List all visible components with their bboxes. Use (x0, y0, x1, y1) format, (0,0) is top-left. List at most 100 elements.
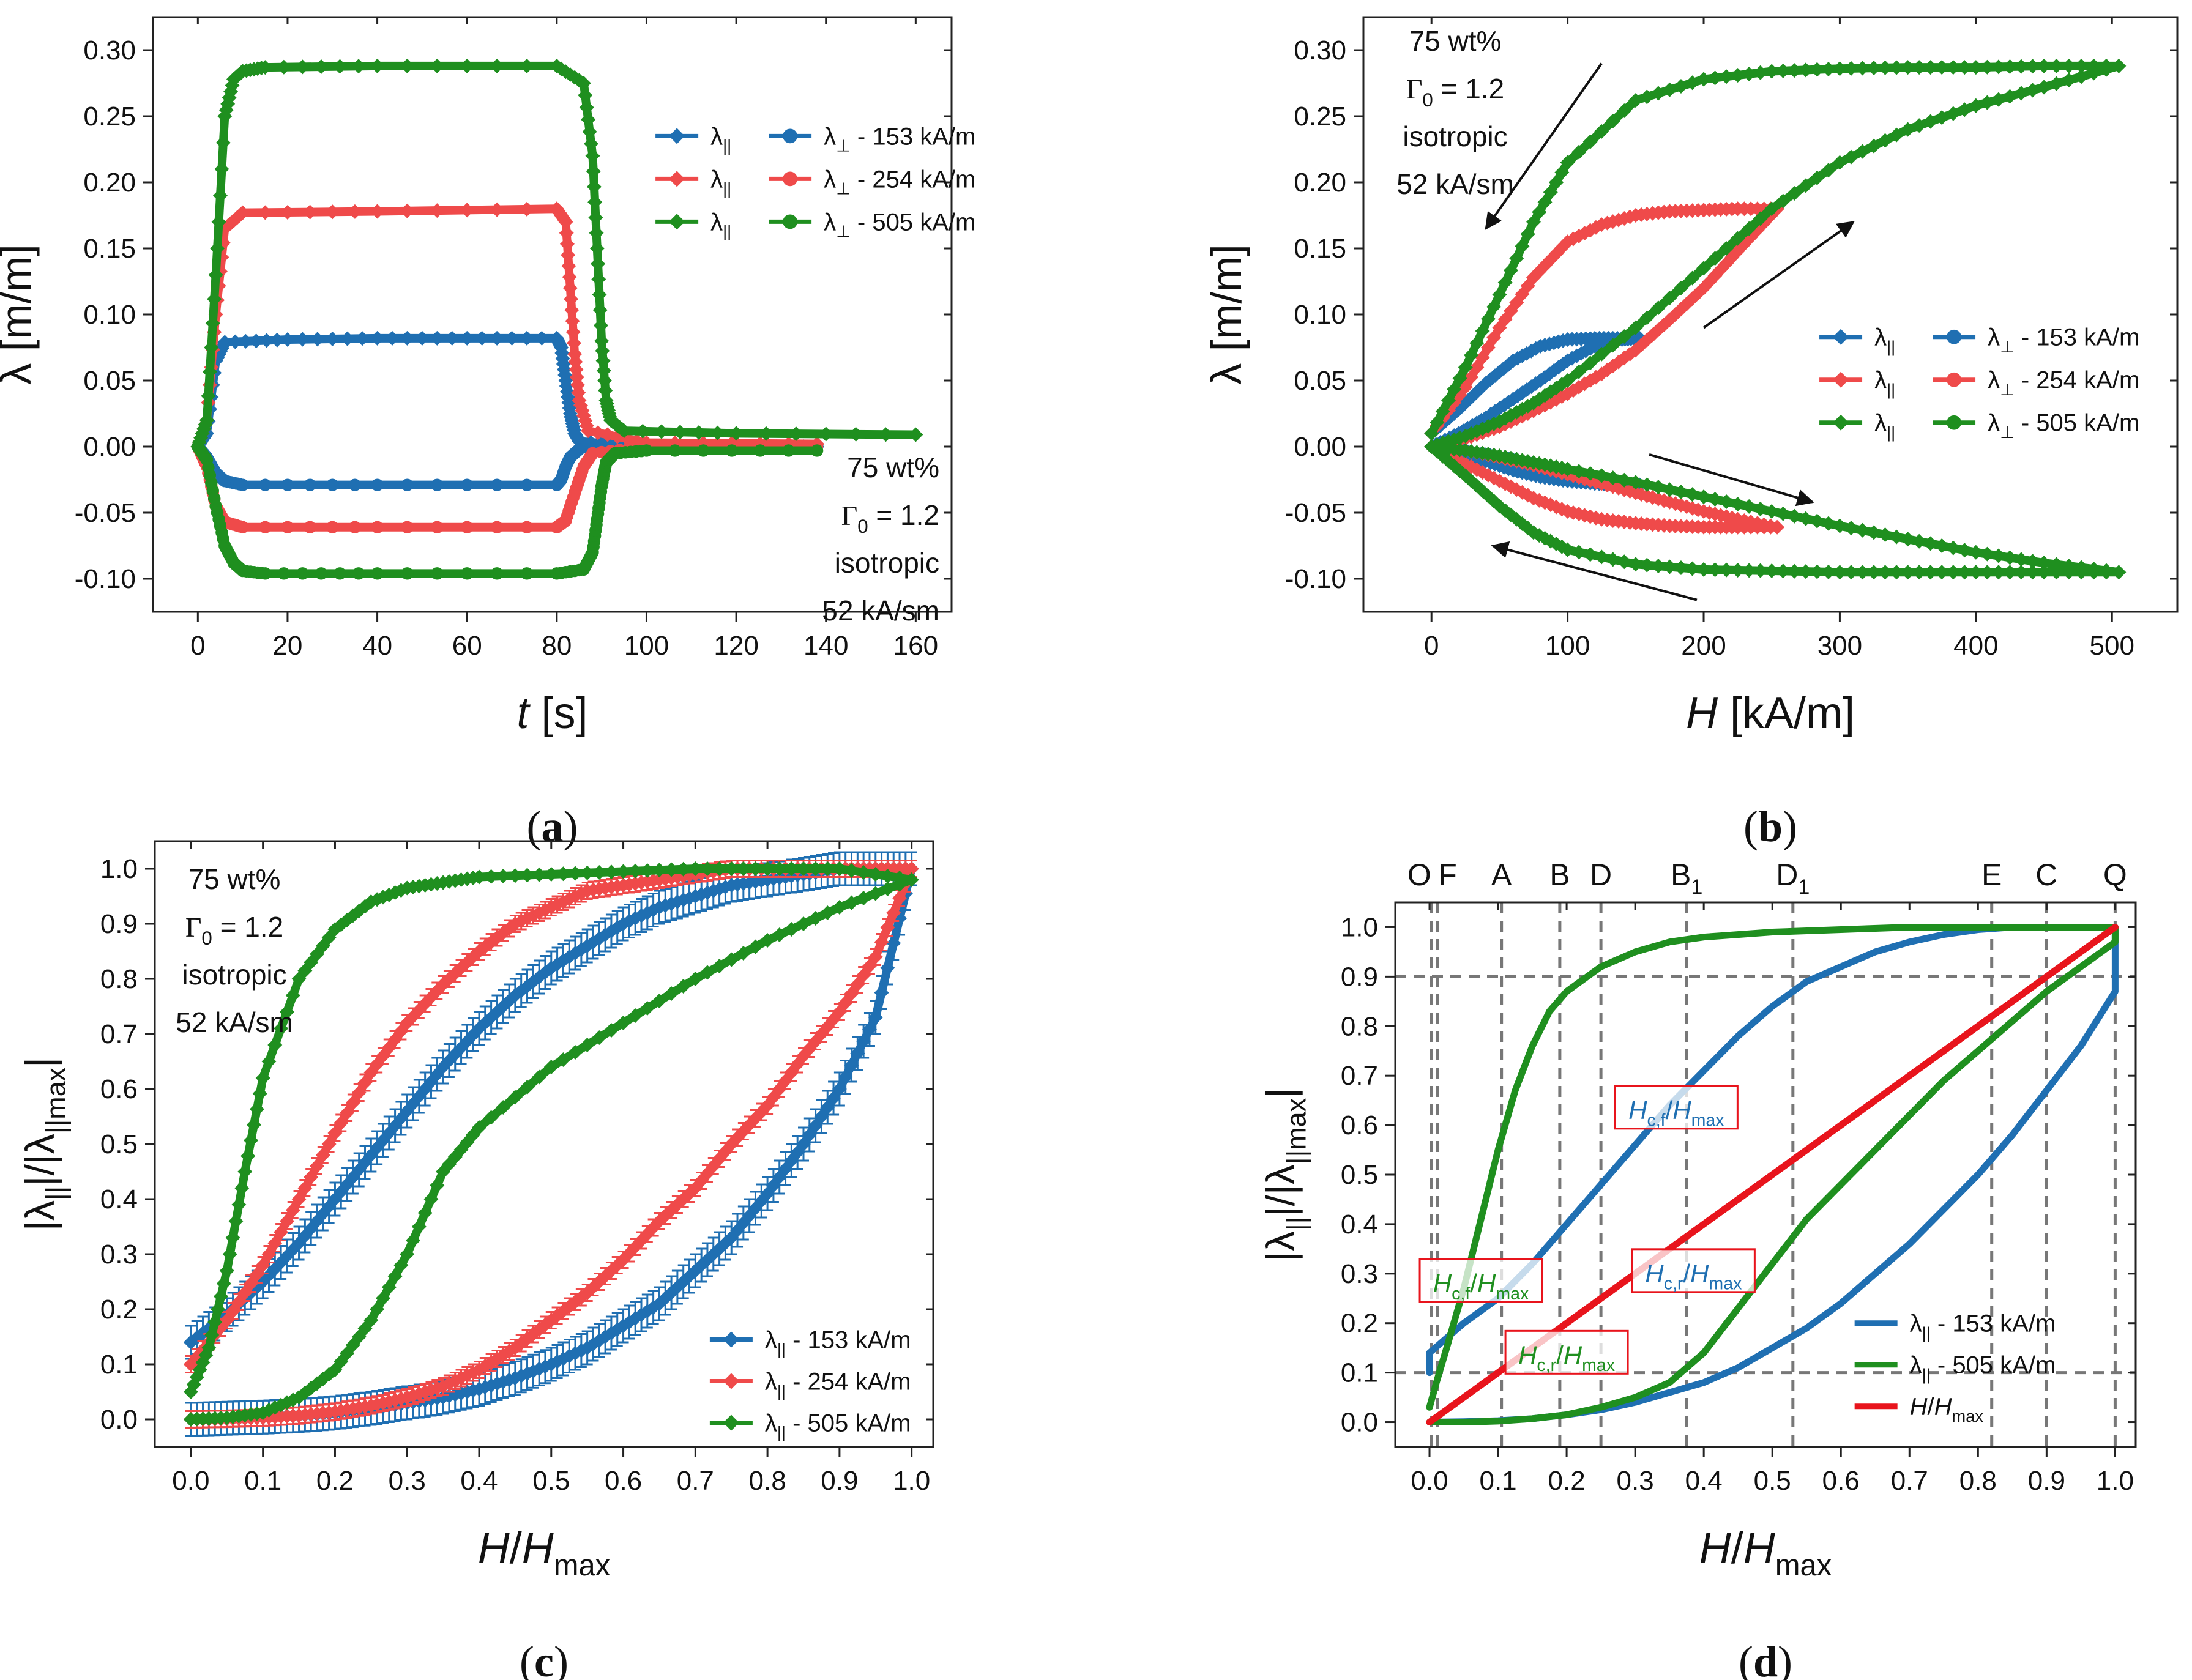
x-tick-label: 1.0 (893, 1466, 930, 1496)
annotation-line: 52 kA/sm (176, 1006, 293, 1038)
x-tick-label: 160 (893, 631, 938, 661)
data-point (1775, 63, 1791, 78)
data-point (1923, 565, 1938, 580)
data-point (652, 863, 667, 878)
data-point (1662, 482, 1677, 497)
data-point (1605, 338, 1620, 353)
data-point (207, 291, 222, 307)
data-point (461, 567, 474, 580)
legend-label: λ|| (710, 123, 731, 155)
top-marker-Q: Q (2103, 858, 2127, 892)
data-point (212, 188, 228, 203)
data-point (1730, 562, 1745, 578)
series-line (193, 61, 920, 451)
data-point (1497, 275, 1513, 290)
data-point (1480, 311, 1496, 327)
data-point (507, 1090, 523, 1105)
data-point (259, 521, 272, 533)
data-point (1707, 562, 1723, 578)
legend-label: λ⊥ - 254 kA/m (824, 166, 975, 198)
data-point (2013, 86, 2029, 101)
data-point (310, 332, 325, 347)
data-point (748, 861, 763, 876)
data-point (401, 521, 414, 533)
data-point (371, 521, 384, 533)
data-point (1639, 89, 1655, 105)
data-point (856, 865, 871, 880)
data-point (628, 1008, 643, 1023)
data-point (313, 59, 329, 74)
data-point (1753, 65, 1768, 80)
y-tick-label: 0.5 (1341, 1160, 1378, 1190)
data-point (1912, 118, 1927, 133)
data-point (1662, 291, 1677, 305)
y-tick-label: 0.6 (100, 1074, 138, 1104)
data-point (1532, 204, 1547, 220)
data-point (1832, 61, 1847, 76)
data-point (1764, 201, 1780, 217)
legend-label: λ⊥ - 505 kA/m (824, 209, 975, 240)
data-point (591, 272, 606, 287)
data-point (352, 567, 365, 580)
x-tick-label: 100 (624, 631, 669, 661)
data-point (1696, 261, 1712, 276)
data-point (1696, 489, 1712, 505)
data-point (1889, 60, 1904, 75)
data-point (772, 927, 787, 942)
data-point (1571, 545, 1587, 560)
arrow (1491, 541, 1698, 601)
data-point (236, 521, 249, 533)
data-point (183, 1412, 198, 1427)
data-point (1639, 310, 1655, 325)
data-point (259, 333, 274, 348)
data-point (240, 1148, 256, 1164)
legend-entry: H/Hmax (1854, 1394, 1983, 1425)
data-point (400, 1247, 415, 1262)
data-point (1866, 61, 1882, 76)
y-axis-label: λ [m/m] (1202, 244, 1250, 384)
y-tick-label: 0.2 (1341, 1309, 1378, 1339)
data-point (880, 920, 895, 935)
data-point (1855, 522, 1870, 538)
data-point (595, 353, 611, 368)
data-point (204, 340, 219, 355)
data-point (219, 1313, 234, 1328)
data-point (856, 891, 871, 905)
data-point (562, 269, 577, 284)
data-point (596, 363, 611, 378)
data-point (340, 1106, 355, 1120)
data-point (600, 427, 615, 442)
data-point (1742, 563, 1757, 578)
data-point (1492, 287, 1507, 302)
data-point (2049, 58, 2064, 73)
data-point (1520, 226, 1535, 242)
data-point (208, 267, 223, 283)
y-tick-label: 0.0 (100, 1405, 138, 1435)
data-point (1980, 59, 1995, 75)
data-point (1480, 340, 1496, 355)
data-point (277, 567, 291, 580)
data-point (304, 521, 316, 533)
data-point (1980, 546, 1995, 562)
data-point (214, 162, 229, 177)
x-tick-label: 200 (1681, 631, 1726, 661)
data-point (207, 1315, 223, 1329)
data-point (258, 60, 273, 75)
data-point (332, 59, 348, 74)
data-point (568, 1045, 583, 1060)
data-point (586, 179, 602, 195)
data-point (710, 425, 725, 440)
data-point (285, 988, 300, 1003)
annotation-line: 75 wt% (1409, 25, 1502, 57)
data-point (1877, 565, 1893, 580)
data-point (784, 922, 799, 937)
data-point (561, 258, 576, 273)
data-point (1923, 536, 1938, 551)
data-point (237, 1164, 253, 1179)
legend-label: λ|| (1874, 367, 1895, 399)
data-point (1673, 560, 1688, 575)
data-point (2002, 550, 2018, 565)
data-point (295, 59, 310, 75)
data-point (371, 567, 384, 580)
data-point (1685, 561, 1700, 576)
